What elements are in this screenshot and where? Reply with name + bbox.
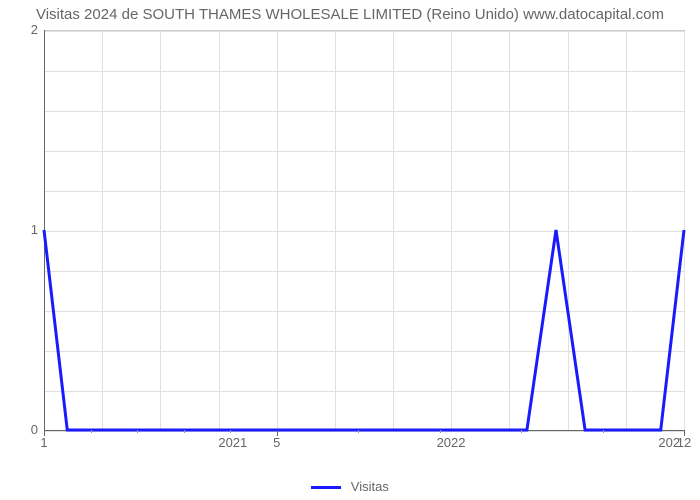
x-inner-label: 2022 [437, 435, 466, 450]
y-tick-label: 1 [31, 222, 38, 237]
x-tick-minor [230, 430, 231, 433]
x-tick-minor [137, 430, 138, 433]
chart-container: Visitas 2024 de SOUTH THAMES WHOLESALE L… [0, 0, 700, 500]
x-tick-minor [440, 430, 441, 433]
y-tick-label: 2 [31, 22, 38, 37]
chart-title: Visitas 2024 de SOUTH THAMES WHOLESALE L… [0, 6, 700, 23]
legend-swatch [311, 486, 341, 489]
x-tick-minor [184, 430, 185, 433]
x-inner-label: 202 [658, 435, 680, 450]
chart-svg [44, 30, 684, 430]
x-tick-minor [358, 430, 359, 433]
y-tick-label: 0 [31, 422, 38, 437]
series-line [44, 230, 684, 430]
legend-label: Visitas [351, 479, 389, 494]
x-inner-label: 2021 [218, 435, 247, 450]
x-tick-minor [91, 430, 92, 433]
legend: Visitas [0, 479, 700, 494]
x-tick-label: 1 [40, 435, 47, 450]
x-tick-minor [603, 430, 604, 433]
x-tick-minor [521, 430, 522, 433]
x-tick-label: 5 [273, 435, 280, 450]
